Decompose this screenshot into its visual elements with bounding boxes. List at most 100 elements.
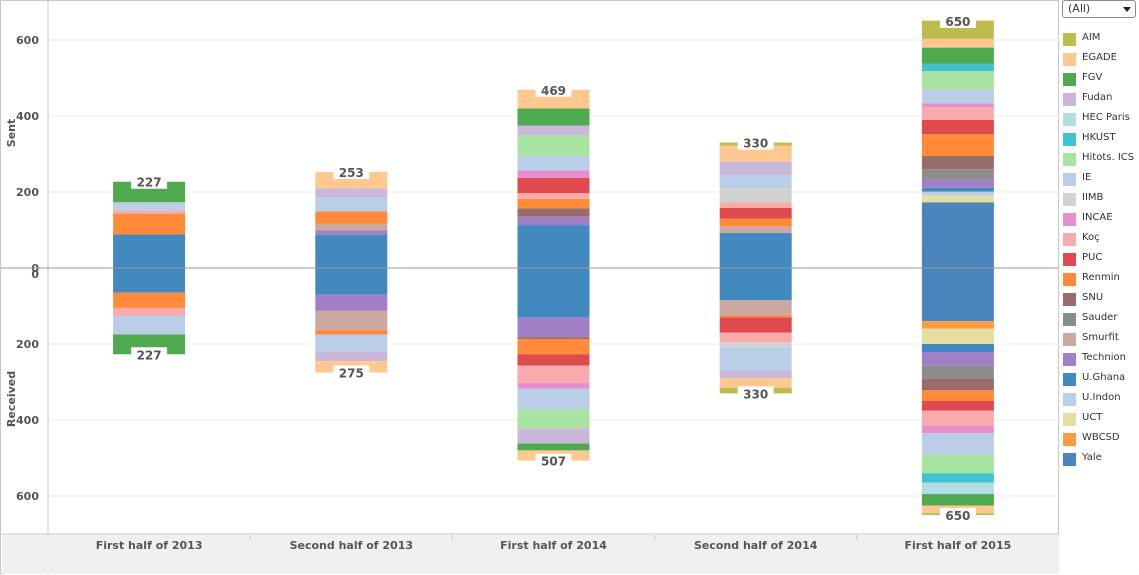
- received-bar-segment[interactable]: [315, 268, 388, 295]
- received-bar-segment[interactable]: [921, 410, 994, 426]
- received-bar-segment[interactable]: [921, 433, 994, 455]
- legend-item[interactable]: Hitots. ICS: [1063, 151, 1139, 167]
- sent-bar-segment[interactable]: [315, 197, 388, 212]
- received-bar-segment[interactable]: [719, 378, 792, 388]
- received-bar-segment[interactable]: [315, 294, 388, 311]
- received-bar-segment[interactable]: [921, 454, 994, 474]
- sent-bar-segment[interactable]: [517, 108, 590, 126]
- sent-bar-segment[interactable]: [921, 134, 994, 156]
- sent-bar-segment[interactable]: [921, 191, 994, 196]
- received-bar-segment[interactable]: [921, 401, 994, 411]
- legend-item[interactable]: Yale: [1063, 451, 1139, 467]
- received-bar-segment[interactable]: [921, 352, 994, 366]
- sent-bar-segment[interactable]: [517, 170, 590, 178]
- legend-item[interactable]: INCAE: [1063, 211, 1139, 227]
- legend-item[interactable]: U.Indon: [1063, 391, 1139, 407]
- sent-bar-segment[interactable]: [921, 38, 994, 48]
- received-bar-segment[interactable]: [719, 268, 792, 301]
- legend-item[interactable]: IIMB: [1063, 191, 1139, 207]
- sent-bar-segment[interactable]: [719, 161, 792, 175]
- sent-bar-segment[interactable]: [517, 155, 590, 171]
- received-bar-segment[interactable]: [517, 382, 590, 389]
- sent-bar-segment[interactable]: [921, 155, 994, 170]
- received-bar-segment[interactable]: [517, 365, 590, 383]
- sent-bar-segment[interactable]: [719, 218, 792, 227]
- sent-bar-segment[interactable]: [719, 202, 792, 208]
- received-bar-segment[interactable]: [315, 351, 388, 362]
- received-bar-segment[interactable]: [315, 310, 388, 330]
- sent-bar-segment[interactable]: [517, 208, 590, 217]
- received-bar-segment[interactable]: [113, 307, 186, 316]
- sent-bar-segment[interactable]: [921, 63, 994, 72]
- sent-bar-segment[interactable]: [315, 188, 388, 198]
- received-bar-segment[interactable]: [517, 354, 590, 366]
- received-bar-segment[interactable]: [113, 315, 186, 335]
- received-bar-segment[interactable]: [921, 321, 994, 329]
- received-bar-segment[interactable]: [517, 268, 590, 318]
- sent-bar-segment[interactable]: [719, 226, 792, 234]
- legend-item[interactable]: HEC Paris: [1063, 111, 1139, 127]
- legend-item[interactable]: Fudan: [1063, 91, 1139, 107]
- received-bar-segment[interactable]: [517, 409, 590, 429]
- legend-item[interactable]: WBCSD: [1063, 431, 1139, 447]
- school-filter-dropdown[interactable]: (All): [1062, 0, 1136, 18]
- legend-item[interactable]: Sauder: [1063, 311, 1139, 327]
- received-bar-segment[interactable]: [517, 317, 590, 338]
- received-bar-segment[interactable]: [921, 425, 994, 434]
- sent-bar-segment[interactable]: [315, 211, 388, 224]
- received-bar-segment[interactable]: [719, 332, 792, 343]
- legend-item[interactable]: PUC: [1063, 251, 1139, 267]
- received-bar-segment[interactable]: [921, 378, 994, 391]
- received-bar-segment[interactable]: [113, 268, 186, 293]
- received-bar-segment[interactable]: [517, 388, 590, 410]
- legend-item[interactable]: Smurfit: [1063, 331, 1139, 347]
- received-bar-segment[interactable]: [719, 300, 792, 316]
- legend-item[interactable]: Koç: [1063, 231, 1139, 247]
- received-bar-segment[interactable]: [517, 337, 590, 340]
- received-bar-segment[interactable]: [921, 390, 994, 401]
- sent-bar-segment[interactable]: [315, 234, 388, 268]
- sent-bar-segment[interactable]: [113, 202, 186, 204]
- sent-bar-segment[interactable]: [517, 193, 590, 199]
- legend-item[interactable]: IE: [1063, 171, 1139, 187]
- sent-bar-segment[interactable]: [921, 195, 994, 203]
- legend-item[interactable]: U.Ghana: [1063, 371, 1139, 387]
- sent-bar-segment[interactable]: [921, 119, 994, 135]
- sent-bar-segment[interactable]: [719, 174, 792, 189]
- received-bar-segment[interactable]: [719, 370, 792, 379]
- legend-item[interactable]: UCT: [1063, 411, 1139, 427]
- legend-item[interactable]: FGV: [1063, 71, 1139, 87]
- received-bar-segment[interactable]: [719, 347, 792, 371]
- legend-item[interactable]: Technion: [1063, 351, 1139, 367]
- sent-bar-segment[interactable]: [719, 233, 792, 268]
- sent-bar-segment[interactable]: [517, 216, 590, 226]
- received-bar-segment[interactable]: [517, 339, 590, 355]
- sent-bar-segment[interactable]: [921, 179, 994, 188]
- sent-bar-segment[interactable]: [719, 207, 792, 219]
- sent-bar-segment[interactable]: [921, 187, 994, 192]
- received-bar-segment[interactable]: [315, 329, 388, 335]
- received-bar-segment[interactable]: [719, 315, 792, 318]
- received-bar-segment[interactable]: [315, 334, 388, 352]
- sent-bar-segment[interactable]: [113, 203, 186, 211]
- sent-bar-segment[interactable]: [113, 213, 186, 235]
- received-bar-segment[interactable]: [921, 473, 994, 483]
- sent-bar-segment[interactable]: [921, 169, 994, 180]
- sent-bar-segment[interactable]: [517, 135, 590, 156]
- sent-bar-segment[interactable]: [315, 223, 388, 231]
- received-bar-segment[interactable]: [517, 443, 590, 451]
- sent-bar-segment[interactable]: [315, 230, 388, 235]
- sent-bar-segment[interactable]: [719, 188, 792, 203]
- sent-bar-segment[interactable]: [517, 198, 590, 209]
- sent-bar-segment[interactable]: [921, 47, 994, 64]
- received-bar-segment[interactable]: [517, 428, 590, 444]
- sent-bar-segment[interactable]: [113, 210, 186, 214]
- received-bar-segment[interactable]: [921, 344, 994, 353]
- sent-bar-segment[interactable]: [517, 125, 590, 136]
- sent-bar-segment[interactable]: [921, 89, 994, 104]
- received-bar-segment[interactable]: [921, 268, 994, 322]
- received-bar-segment[interactable]: [921, 365, 994, 379]
- received-bar-segment[interactable]: [113, 292, 186, 308]
- legend-item[interactable]: SNU: [1063, 291, 1139, 307]
- received-bar-segment[interactable]: [719, 317, 792, 333]
